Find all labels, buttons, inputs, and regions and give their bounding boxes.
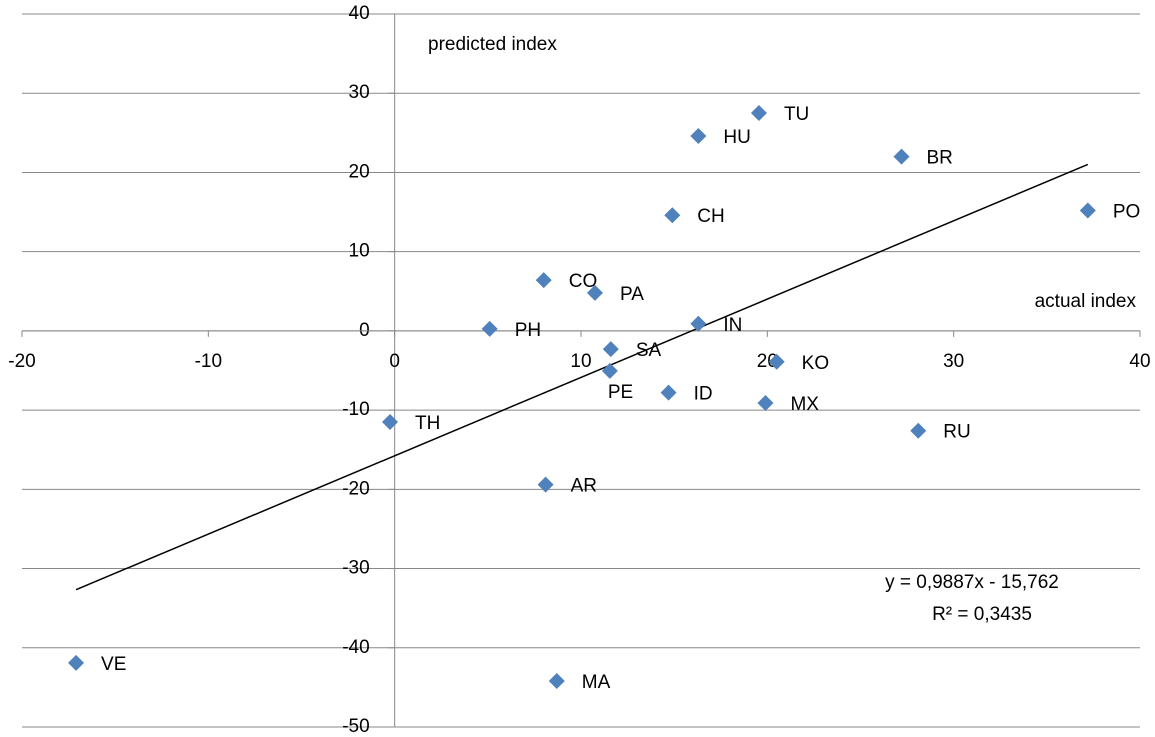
x-tick-label: 30 — [943, 351, 964, 372]
point-label: HU — [723, 127, 750, 148]
point — [1079, 202, 1096, 219]
point — [548, 673, 565, 690]
x-tick-label: -20 — [8, 351, 35, 372]
point — [660, 384, 677, 401]
y-tick-label: -30 — [342, 558, 369, 579]
x-tick-label: 10 — [570, 351, 591, 372]
point — [893, 148, 910, 165]
point-label: PO — [1113, 201, 1140, 222]
point — [690, 128, 707, 145]
point-label: RU — [943, 422, 970, 443]
point-label: ID — [694, 384, 713, 405]
point — [601, 362, 618, 379]
x-tick-label: -10 — [195, 351, 222, 372]
point-label: IN — [723, 315, 742, 336]
point — [382, 413, 399, 430]
point-label: PA — [620, 284, 644, 305]
point-label: MX — [790, 394, 819, 415]
point — [690, 315, 707, 332]
trend-r-squared: R² = 0,3435 — [932, 604, 1032, 625]
y-tick-label: -10 — [342, 399, 369, 420]
point-label: BR — [926, 148, 952, 169]
y-axis-label: predicted index — [428, 34, 557, 55]
point-label: KO — [802, 353, 829, 374]
point-label: SA — [636, 340, 662, 361]
point-label: VE — [101, 654, 126, 675]
x-axis-label: actual index — [1035, 291, 1137, 312]
point-label: TH — [415, 413, 440, 434]
y-tick-label: -50 — [342, 716, 369, 737]
point — [664, 207, 681, 224]
point — [537, 476, 554, 493]
y-tick-label: 30 — [349, 82, 370, 103]
x-tick-label: 20 — [757, 351, 778, 372]
point — [768, 353, 785, 370]
point-label: AR — [571, 476, 597, 497]
x-tick-label: 40 — [1129, 351, 1150, 372]
point — [602, 341, 619, 358]
point — [535, 272, 552, 289]
point-label: CH — [697, 206, 724, 227]
point-label: TU — [784, 104, 809, 125]
point — [750, 105, 767, 122]
y-tick-label: 40 — [349, 3, 370, 24]
y-tick-label: 20 — [349, 161, 370, 182]
point — [757, 394, 774, 411]
point — [481, 320, 498, 337]
point-label: PH — [515, 320, 541, 341]
point — [68, 654, 85, 671]
trendline — [75, 163, 1089, 591]
x-tick-label: 0 — [389, 351, 400, 372]
y-tick-label: -20 — [342, 478, 369, 499]
point — [586, 284, 603, 301]
point-label: CO — [569, 271, 598, 292]
point-label: PE — [608, 382, 633, 403]
point-label: MA — [582, 672, 611, 693]
y-tick-label: -40 — [342, 637, 369, 658]
point — [910, 422, 927, 439]
trend-equation: y = 0,9887x - 15,762 — [885, 572, 1059, 593]
y-tick-label: 10 — [349, 241, 370, 262]
